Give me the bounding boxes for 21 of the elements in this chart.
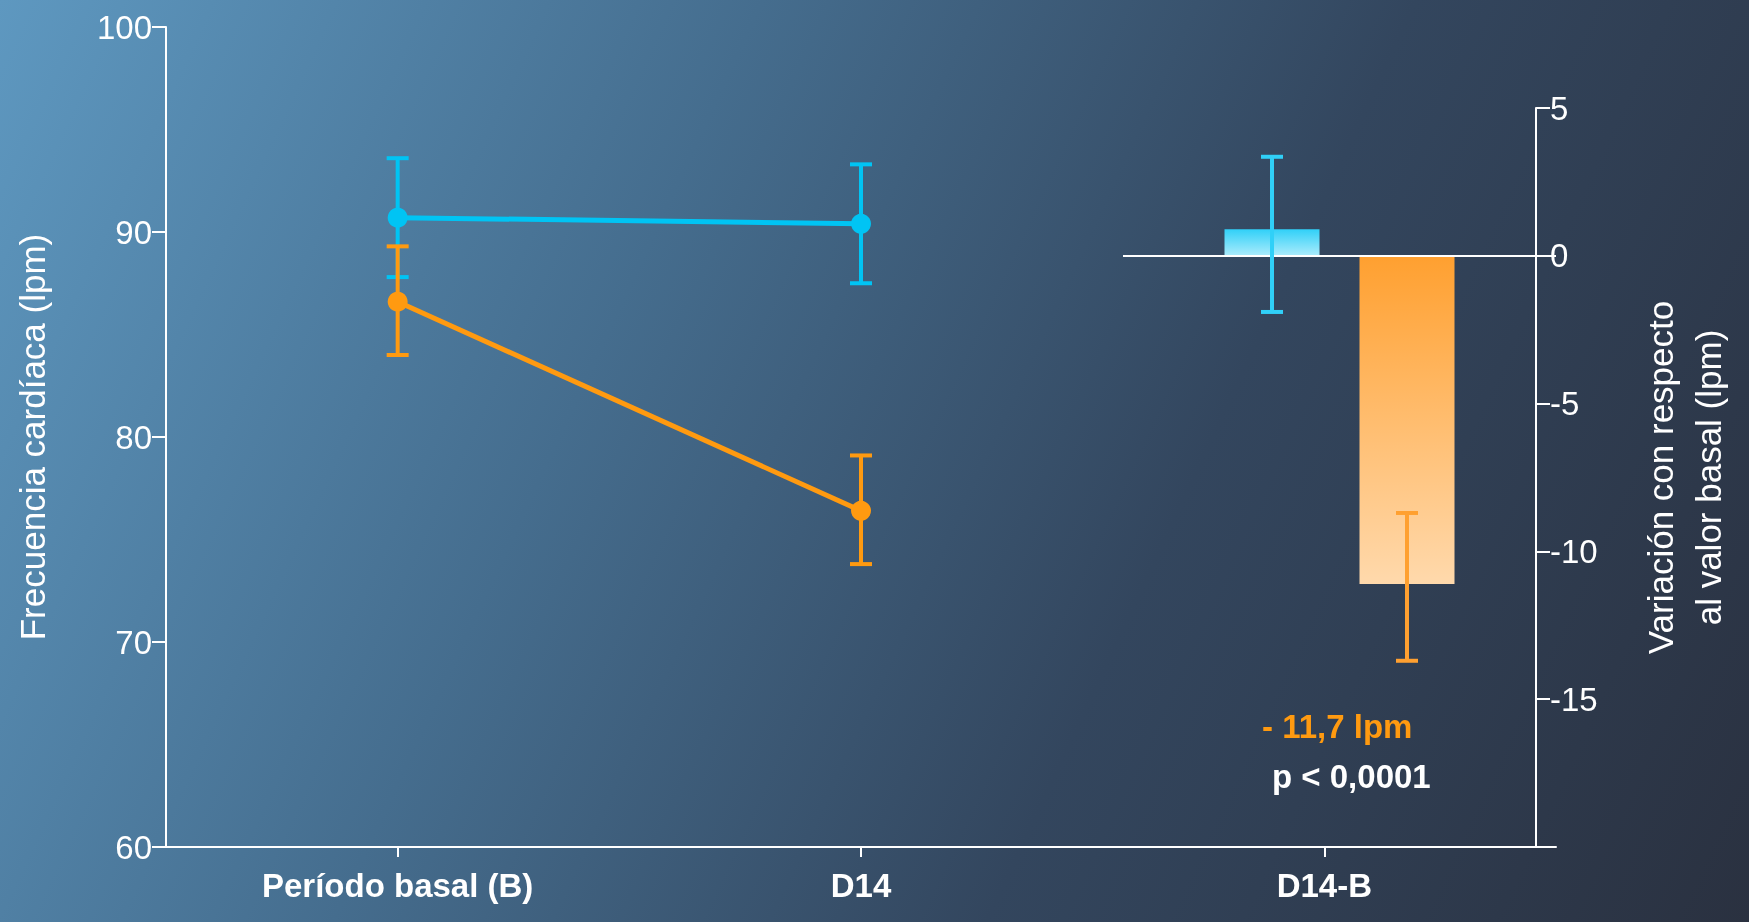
y2-axis-title: Variación con respecto al valor basal (lpm) [1640, 300, 1728, 655]
point [387, 207, 408, 228]
y-axis-title: Frecuencia cardíaca (lpm) [12, 233, 52, 641]
x-tick-label: D14-B [1276, 867, 1373, 904]
y2-tick-label: 0 [1550, 237, 1569, 275]
y2-tick-label: 5 [1550, 89, 1569, 127]
point [851, 500, 871, 521]
annotation: p < 0,0001 [1272, 758, 1431, 796]
y2-tick-label: -5 [1550, 385, 1580, 423]
x-tick-label: Período basal (B) [261, 867, 534, 904]
x-tick-label: D14 [830, 867, 892, 904]
point [851, 213, 871, 234]
y-tick-label: 70 [115, 623, 152, 661]
annotation: - 11,7 lpm [1262, 708, 1413, 746]
y-tick-label: 90 [115, 213, 152, 251]
point [387, 291, 408, 312]
y2-tick-label: -15 [1550, 680, 1598, 718]
y-tick-label: 60 [115, 828, 152, 866]
y-tick-label: 100 [96, 8, 152, 46]
y-tick-label: 80 [115, 418, 152, 456]
y2-tick-label: -10 [1550, 532, 1598, 570]
